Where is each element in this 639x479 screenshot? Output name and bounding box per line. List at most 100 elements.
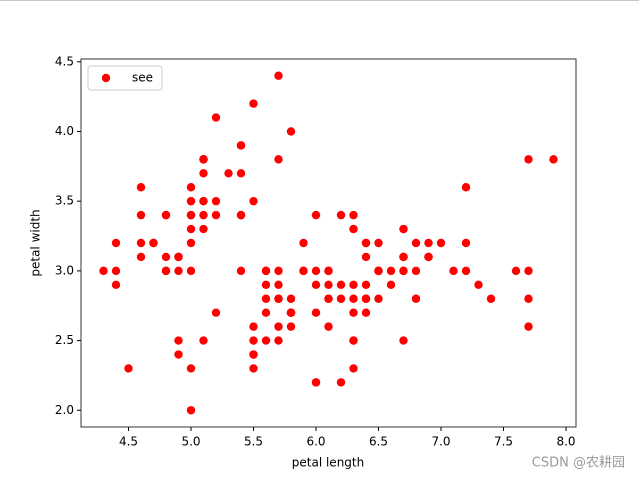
point	[211, 113, 221, 122]
point	[111, 238, 121, 248]
point	[261, 294, 271, 303]
x-tick-label: 7.5	[494, 435, 513, 449]
point	[524, 322, 533, 331]
point	[274, 71, 283, 80]
point	[111, 280, 121, 290]
point	[249, 99, 258, 108]
point	[324, 294, 333, 303]
point	[249, 350, 258, 359]
point	[411, 266, 421, 276]
point	[549, 155, 558, 164]
point	[199, 169, 208, 178]
x-tick-label: 6.5	[369, 435, 388, 449]
point	[399, 252, 408, 262]
point	[461, 266, 471, 276]
y-tick-label: 3.5	[55, 194, 74, 208]
plot-frame	[80, 58, 577, 428]
point	[174, 252, 183, 262]
point	[311, 210, 321, 220]
y-tick-label: 3.0	[55, 263, 74, 277]
point	[436, 238, 446, 248]
point	[224, 169, 233, 178]
point	[124, 364, 133, 373]
point	[186, 196, 196, 206]
point	[336, 210, 346, 220]
point	[186, 406, 196, 415]
point	[211, 196, 221, 206]
point	[136, 210, 146, 220]
point	[174, 350, 183, 359]
point	[361, 280, 371, 290]
y-tick-label: 4.0	[55, 124, 74, 138]
point	[186, 266, 196, 276]
point	[349, 294, 358, 303]
point	[411, 238, 421, 248]
point	[274, 280, 283, 290]
point	[274, 266, 283, 276]
point	[311, 378, 321, 387]
point	[399, 224, 408, 234]
point	[274, 322, 283, 331]
point	[399, 336, 408, 345]
x-axis-label: petal length	[292, 456, 364, 470]
point	[174, 266, 183, 276]
point	[474, 280, 483, 290]
point	[199, 224, 208, 234]
point	[199, 196, 208, 206]
point	[324, 266, 333, 276]
watermark: CSDN @农耕园	[532, 455, 625, 471]
point	[386, 266, 396, 276]
point	[336, 280, 346, 290]
point	[361, 252, 371, 262]
point	[524, 294, 533, 303]
point	[336, 378, 346, 387]
point	[324, 322, 333, 331]
point	[236, 210, 246, 220]
legend-label: see	[132, 71, 153, 85]
x-tick-label: 4.5	[119, 435, 138, 449]
point	[249, 364, 258, 373]
legend-marker	[101, 73, 111, 83]
x-tick-label: 5.5	[244, 435, 263, 449]
point	[286, 294, 296, 303]
point	[249, 196, 258, 206]
point	[461, 238, 471, 248]
point	[261, 336, 271, 345]
point	[311, 280, 321, 290]
point	[136, 238, 146, 248]
point	[486, 294, 496, 303]
point	[261, 266, 271, 276]
x-tick-label: 7.0	[431, 435, 450, 449]
point	[349, 210, 358, 220]
point	[186, 224, 196, 234]
point	[349, 224, 358, 234]
point	[236, 169, 246, 178]
point	[261, 280, 271, 290]
point	[186, 210, 196, 220]
point	[411, 294, 421, 303]
point	[336, 294, 346, 303]
point	[386, 280, 396, 290]
point	[449, 266, 458, 276]
point	[361, 238, 371, 248]
point	[211, 308, 221, 317]
point	[199, 210, 208, 220]
point	[349, 308, 358, 317]
point	[199, 336, 208, 345]
point	[311, 266, 321, 276]
legend-box	[87, 65, 163, 91]
x-tick-label: 8.0	[556, 435, 575, 449]
point	[249, 322, 258, 331]
point	[286, 127, 296, 136]
x-tick-label: 5.0	[181, 435, 200, 449]
point	[349, 280, 358, 290]
point	[349, 364, 358, 373]
point	[174, 336, 183, 345]
point	[524, 155, 533, 164]
point	[424, 252, 433, 262]
point	[299, 266, 308, 276]
point	[311, 308, 321, 317]
point	[349, 336, 358, 345]
